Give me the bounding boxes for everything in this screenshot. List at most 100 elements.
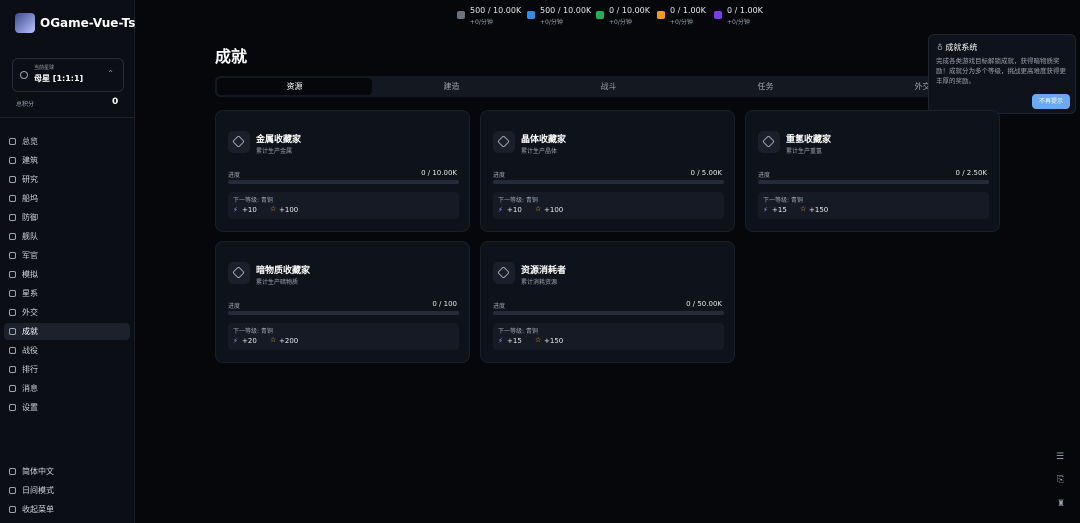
footer-icon — [9, 468, 16, 475]
achievement-card: 晶体收藏家 累计生产晶体 进度 0 / 5.00K 下一等级: 青铜 ⚡ +10 ☆ +100 — [480, 110, 735, 232]
progress-label: 进度 — [758, 172, 771, 179]
next-level: 下一等级: 青铜 — [763, 197, 803, 204]
reward-box: 下一等级: 青铜 ⚡ +10 ☆ +100 — [493, 192, 724, 219]
nav-item[interactable]: 战役 — [4, 342, 130, 359]
card-icon-glyph — [497, 266, 510, 279]
planet-name: 母星 [1:1:1] — [34, 74, 84, 83]
tab[interactable]: 任务 — [757, 82, 774, 91]
popup-icon: ♁ — [937, 43, 946, 52]
nav-icon — [9, 366, 16, 373]
divider — [0, 117, 134, 118]
progress-value: 0 / 50.00K — [686, 300, 722, 308]
resource-rate: +0/分钟 — [670, 19, 693, 26]
progress-track — [758, 180, 989, 184]
resource-swatch — [596, 11, 604, 19]
reward-box: 下一等级: 青铜 ⚡ +15 ☆ +150 — [493, 323, 724, 350]
nav-icon — [9, 309, 16, 316]
nav-item[interactable]: 模拟 — [4, 266, 130, 283]
progress-label: 进度 — [228, 172, 241, 179]
footer-label: 日间模式 — [22, 486, 54, 495]
planet-selector[interactable]: 当前星球 母星 [1:1:1] ⌃ — [12, 58, 124, 92]
resource-swatch — [527, 11, 535, 19]
nav-item[interactable]: 设置 — [4, 399, 130, 416]
footer-item[interactable]: 日间模式 — [4, 482, 130, 499]
card-icon — [758, 131, 780, 153]
nav-label: 排行 — [22, 365, 38, 374]
tool-icon[interactable]: ♜ — [1057, 499, 1066, 509]
reward-box: 下一等级: 青铜 ⚡ +15 ☆ +150 — [758, 192, 989, 219]
resource-rate: +0/分钟 — [609, 19, 632, 26]
progress-label: 进度 — [493, 172, 506, 179]
nav-item[interactable]: 星系 — [4, 285, 130, 302]
progress-value: 0 / 2.50K — [955, 169, 987, 177]
nav-icon — [9, 347, 16, 354]
achievement-card: 重氢收藏家 累计生产重氢 进度 0 / 2.50K 下一等级: 青铜 ⚡ +15 ☆ +150 — [745, 110, 1000, 232]
nav-icon — [9, 385, 16, 392]
nav-label: 设置 — [22, 403, 38, 412]
nav-icon — [9, 252, 16, 259]
nav-item[interactable]: 舰队 — [4, 228, 130, 245]
sidebar: OGame-Vue-Ts 当前星球 母星 [1:1:1] ⌃ 总积分 0 总览建… — [0, 0, 135, 523]
progress-track — [228, 180, 459, 184]
nav-icon — [9, 233, 16, 240]
popup-title: ♁ 成就系统 — [937, 42, 977, 53]
nav-icon — [9, 271, 16, 278]
nav-label: 舰队 — [22, 232, 38, 241]
reward-points: +150 — [544, 337, 564, 345]
resource-value: 0 / 10.00K — [609, 6, 651, 15]
popup-button[interactable]: 不再提示 — [1032, 94, 1070, 109]
tab-bar: 资源 建造 战斗 任务 外交 — [215, 76, 995, 97]
tool-icon[interactable]: ☰ — [1056, 452, 1065, 462]
card-name: 金属收藏家 — [256, 135, 302, 145]
nav-item[interactable]: 船坞 — [4, 190, 130, 207]
footer-icon — [9, 506, 16, 513]
nav-icon — [9, 157, 16, 164]
achievement-card: 暗物质收藏家 累计生产暗物质 进度 0 / 100 下一等级: 青铜 ⚡ +20 ☆ +200 — [215, 241, 470, 363]
reward-points: +100 — [279, 206, 299, 214]
card-name: 暗物质收藏家 — [256, 266, 311, 276]
nav-item[interactable]: 研究 — [4, 171, 130, 188]
resource-value: 0 / 1.00K — [670, 6, 706, 15]
footer-item[interactable]: 收起菜单 — [4, 501, 130, 518]
nav-item[interactable]: 总览 — [4, 133, 130, 150]
tab[interactable]: 资源 — [217, 78, 372, 95]
progress-value: 0 / 10.00K — [421, 169, 457, 177]
tab[interactable]: 外交 — [914, 82, 931, 91]
nav-icon — [9, 328, 16, 335]
card-desc: 累计生产晶体 — [521, 148, 558, 155]
tab[interactable]: 战斗 — [600, 82, 617, 91]
logo-icon — [15, 13, 35, 33]
next-level: 下一等级: 青铜 — [233, 328, 273, 335]
nav-item[interactable]: 防御 — [4, 209, 130, 226]
next-level: 下一等级: 青铜 — [498, 328, 538, 335]
dm-icon: ⚡ — [233, 337, 238, 345]
nav-item[interactable]: 消息 — [4, 380, 130, 397]
popup: ♁ 成就系统 完成各类游戏目标解锁成就，获得暗物质奖励！成就分为多个等级，挑战更… — [928, 34, 1076, 114]
chevron: ⌃ — [107, 69, 114, 78]
reward-points: +200 — [279, 337, 299, 345]
reward-dark-matter: +15 — [507, 337, 522, 345]
progress-track — [493, 311, 724, 315]
resource-value: 0 / 1.00K — [727, 6, 763, 15]
tab[interactable]: 建造 — [443, 82, 460, 91]
nav-item[interactable]: 建筑 — [4, 152, 130, 169]
nav-label: 建筑 — [22, 156, 38, 165]
tool-icon[interactable]: ⎘ — [1057, 475, 1065, 485]
nav-item[interactable]: 军官 — [4, 247, 130, 264]
star-icon: ☆ — [800, 205, 807, 213]
star-icon: ☆ — [270, 205, 277, 213]
nav-item[interactable]: 成就 — [4, 323, 130, 340]
resource-value: 500 / 10.00K — [470, 6, 522, 15]
nav-item[interactable]: 外交 — [4, 304, 130, 321]
reward-dark-matter: +15 — [772, 206, 787, 214]
card-desc: 累计生产重氢 — [786, 148, 823, 155]
resource-rate: +0/分钟 — [727, 19, 750, 26]
nav-item[interactable]: 排行 — [4, 361, 130, 378]
progress-label: 进度 — [493, 303, 506, 310]
score-label: 总积分 — [16, 101, 35, 108]
popup-title-text: 成就系统 — [945, 43, 978, 52]
page-title: 成就 — [215, 47, 248, 66]
footer-item[interactable]: 简体中文 — [4, 463, 130, 480]
dm-icon: ⚡ — [763, 206, 768, 214]
